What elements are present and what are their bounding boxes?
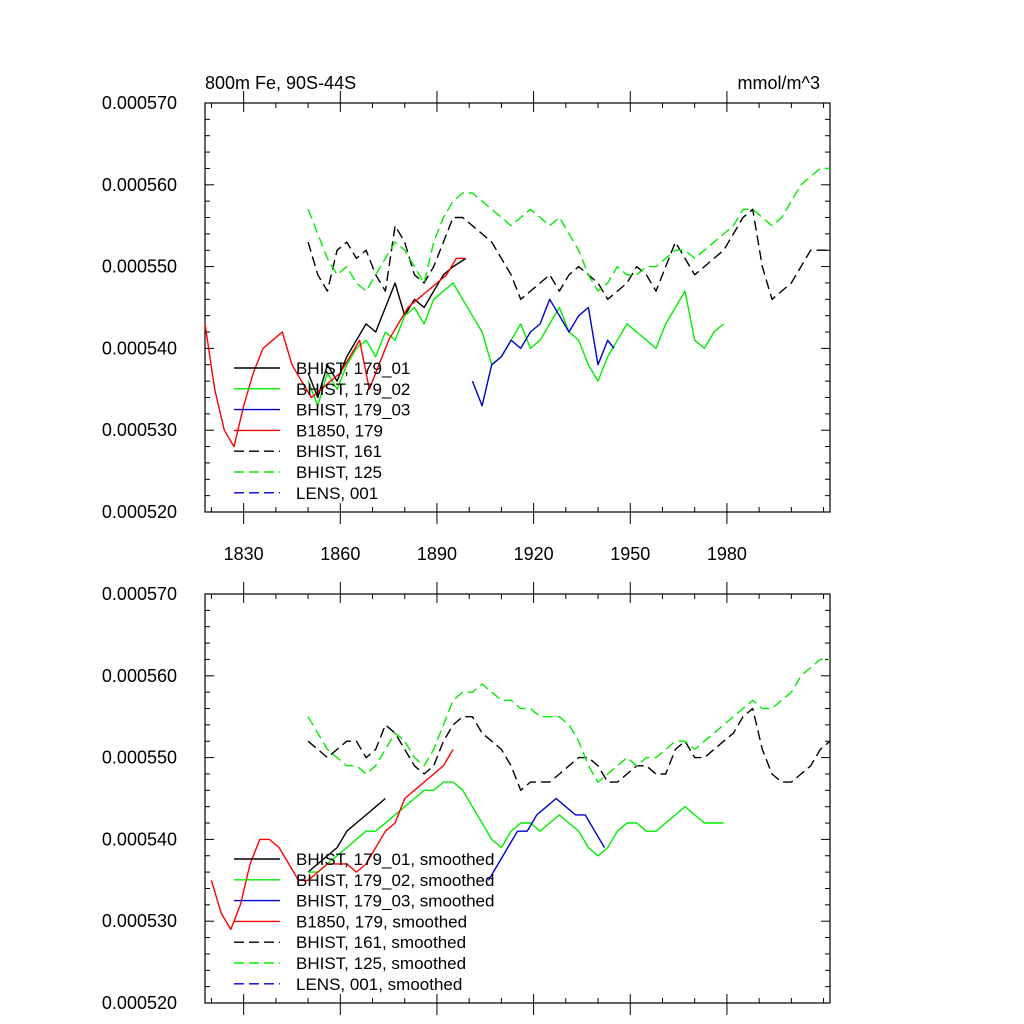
x-tick-label: 1980 (707, 544, 747, 564)
y-tick-label: 0.000570 (102, 93, 177, 113)
y-tick-label: 0.000520 (102, 993, 177, 1013)
y-tick-label: 0.000560 (102, 666, 177, 686)
x-tick-label: 1830 (224, 544, 264, 564)
plot-frame (204, 593, 831, 1004)
y-tick-label: 0.000530 (102, 911, 177, 931)
series-line-4 (210, 749, 454, 931)
legend-label: BHIST, 179_02 (296, 380, 410, 399)
legend-label: BHIST, 125 (296, 463, 382, 482)
legend-label: BHIST, 179_02, smoothed (296, 871, 494, 890)
legend-label: B1850, 179, smoothed (296, 912, 467, 931)
series-line-3 (471, 298, 615, 407)
series-line-5 (307, 208, 830, 300)
x-tick-label: 1860 (320, 544, 360, 564)
y-tick-label: 0.000570 (102, 584, 177, 604)
legend: BHIST, 179_01, smoothed BHIST, 179_02, sm… (234, 850, 494, 994)
legend-label: BHIST, 179_01 (296, 359, 410, 378)
legend-label: B1850, 179 (296, 421, 383, 440)
y-tick-label: 0.000540 (102, 829, 177, 849)
series-line-1 (307, 257, 467, 399)
legend-label: BHIST, 161 (296, 442, 382, 461)
x-tick-label: 1950 (610, 544, 650, 564)
chart-title: 800m Fe, 90S-44S (205, 73, 356, 93)
plot-frame (204, 102, 831, 513)
legend-label: BHIST, 179_03 (296, 401, 410, 420)
chart-panel-1: 800m Fe, 90S-44S mmol/m^3 0.000520 0.000530… (102, 73, 831, 564)
chart-panel-2: 0.000520 0.000530 0.000540 0.000550 0.000560… (102, 582, 831, 1015)
legend-label: BHIST, 179_01, smoothed (296, 850, 494, 869)
legend-label: BHIST, 125, smoothed (296, 954, 466, 973)
legend-label: LENS, 001 (296, 484, 378, 503)
legend-label: BHIST, 179_03, smoothed (296, 892, 494, 911)
y-tick-label: 0.000520 (102, 502, 177, 522)
series-line-2 (308, 781, 724, 873)
y-tick-label: 0.000540 (102, 338, 177, 358)
series-line-5 (307, 707, 831, 791)
legend-label: LENS, 001, smoothed (296, 975, 462, 994)
legend-label: BHIST, 161, smoothed (296, 933, 466, 952)
series-line-1 (307, 797, 386, 873)
series-line-6 (307, 167, 830, 292)
y-tick-label: 0.000560 (102, 175, 177, 195)
y-tick-label: 0.000550 (102, 257, 177, 277)
x-tick-label: 1920 (514, 544, 554, 564)
y-tick-label: 0.000550 (102, 748, 177, 768)
series-line-3 (487, 797, 606, 881)
y-tick-label: 0.000530 (102, 420, 177, 440)
series-line-2 (307, 282, 725, 407)
series-line-6 (307, 658, 830, 783)
x-tick-label: 1890 (417, 544, 457, 564)
units-label: mmol/m^3 (738, 73, 820, 93)
